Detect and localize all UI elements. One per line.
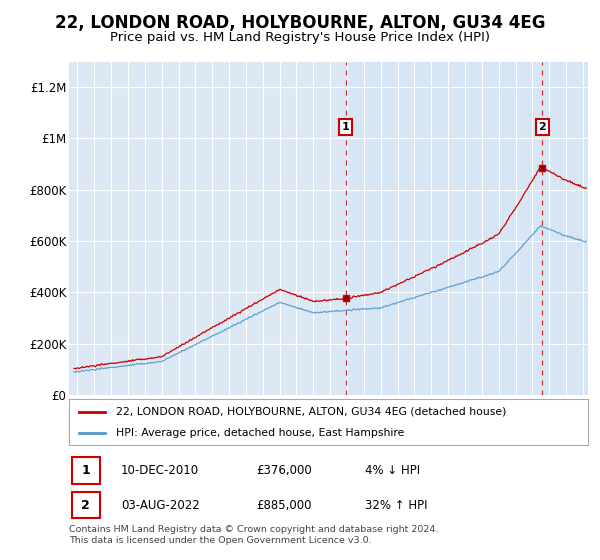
Text: 1: 1 (342, 122, 350, 132)
Text: 22, LONDON ROAD, HOLYBOURNE, ALTON, GU34 4EG (detached house): 22, LONDON ROAD, HOLYBOURNE, ALTON, GU34… (116, 407, 506, 417)
Text: 1: 1 (82, 464, 90, 477)
Text: Price paid vs. HM Land Registry's House Price Index (HPI): Price paid vs. HM Land Registry's House … (110, 31, 490, 44)
Text: HPI: Average price, detached house, East Hampshire: HPI: Average price, detached house, East… (116, 428, 404, 438)
Text: 4% ↓ HPI: 4% ↓ HPI (365, 464, 420, 477)
Bar (346, 62, 592, 395)
Text: 03-AUG-2022: 03-AUG-2022 (121, 498, 200, 512)
Text: 10-DEC-2010: 10-DEC-2010 (121, 464, 199, 477)
Text: £885,000: £885,000 (256, 498, 311, 512)
Text: 2: 2 (538, 122, 546, 132)
Text: 22, LONDON ROAD, HOLYBOURNE, ALTON, GU34 4EG: 22, LONDON ROAD, HOLYBOURNE, ALTON, GU34… (55, 14, 545, 32)
Bar (549, 62, 592, 395)
FancyBboxPatch shape (71, 492, 100, 519)
Text: Contains HM Land Registry data © Crown copyright and database right 2024.
This d: Contains HM Land Registry data © Crown c… (69, 525, 439, 545)
Text: £376,000: £376,000 (256, 464, 311, 477)
Text: 2: 2 (82, 498, 90, 512)
FancyBboxPatch shape (71, 457, 100, 484)
Text: 32% ↑ HPI: 32% ↑ HPI (365, 498, 427, 512)
